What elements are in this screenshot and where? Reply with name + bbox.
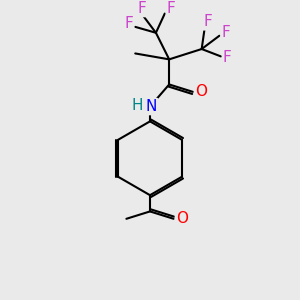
Text: F: F	[124, 16, 133, 32]
Text: F: F	[167, 1, 176, 16]
Text: F: F	[223, 50, 232, 65]
Text: F: F	[138, 1, 146, 16]
Text: N: N	[146, 99, 157, 114]
Text: H: H	[132, 98, 143, 112]
Text: F: F	[203, 14, 212, 29]
Text: F: F	[221, 25, 230, 40]
Text: O: O	[176, 211, 188, 226]
Text: O: O	[195, 84, 207, 99]
